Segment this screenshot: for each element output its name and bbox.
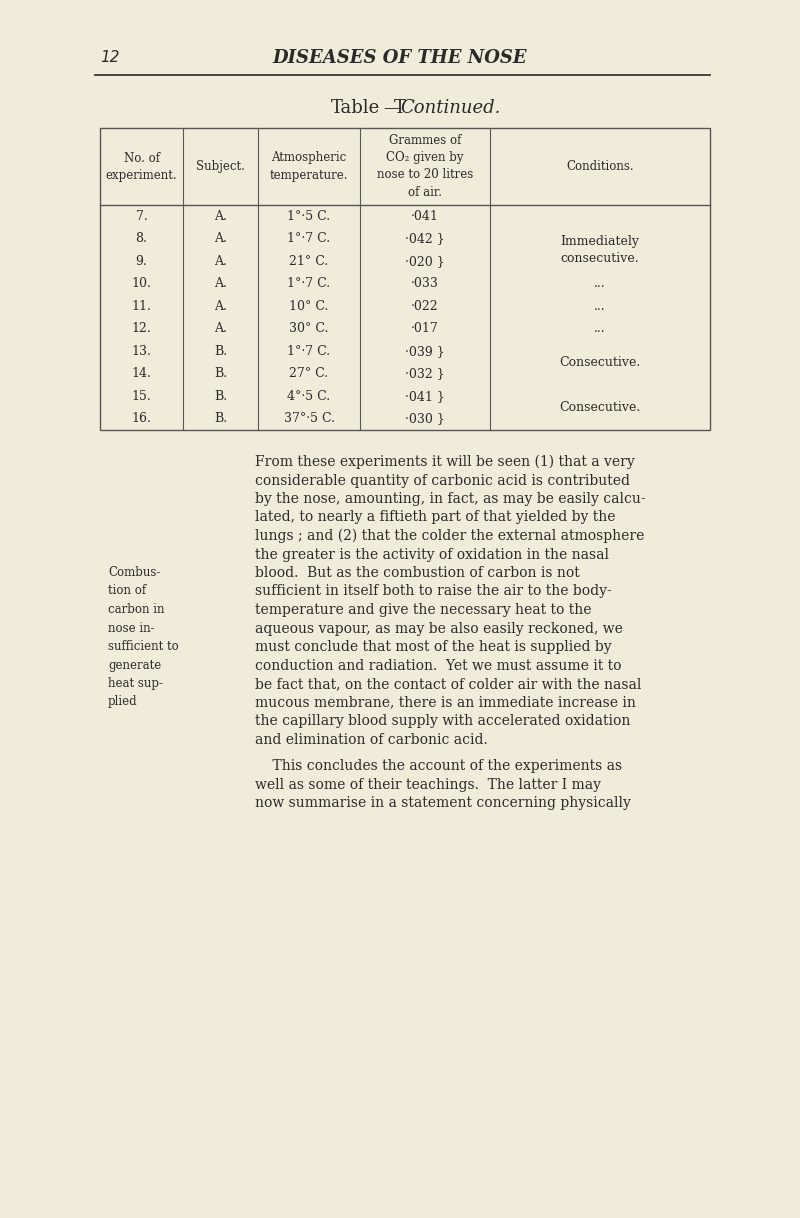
Text: 10.: 10. xyxy=(131,278,151,290)
Text: Conditions.: Conditions. xyxy=(566,160,634,173)
Text: Consecutive.: Consecutive. xyxy=(559,401,641,414)
Text: 12.: 12. xyxy=(132,323,151,335)
Text: ·039 }: ·039 } xyxy=(405,345,445,358)
Text: lated, to nearly a fiftieth part of that yielded by the: lated, to nearly a fiftieth part of that… xyxy=(255,510,615,525)
Text: A.: A. xyxy=(214,255,227,268)
Text: ·030 }: ·030 } xyxy=(405,412,445,425)
Text: 7.: 7. xyxy=(136,209,147,223)
Text: 15.: 15. xyxy=(132,390,151,403)
Text: now summarise in a statement concerning physically: now summarise in a statement concerning … xyxy=(255,797,631,810)
Text: 37°·5 C.: 37°·5 C. xyxy=(283,412,334,425)
Text: 21° C.: 21° C. xyxy=(290,255,329,268)
Text: —: — xyxy=(383,99,401,117)
Text: nose in-: nose in- xyxy=(108,621,154,635)
Text: ·022: ·022 xyxy=(411,300,439,313)
Text: ·032 }: ·032 } xyxy=(405,368,445,380)
Text: A.: A. xyxy=(214,233,227,245)
Text: ·033: ·033 xyxy=(411,278,439,290)
Text: B.: B. xyxy=(214,390,227,403)
Text: 8.: 8. xyxy=(135,233,147,245)
Text: B.: B. xyxy=(214,368,227,380)
Text: ·042 }: ·042 } xyxy=(405,233,445,245)
Text: B.: B. xyxy=(214,345,227,358)
Text: Continued.: Continued. xyxy=(400,99,500,117)
Text: Combus-: Combus- xyxy=(108,566,160,579)
Text: B.: B. xyxy=(214,412,227,425)
Text: A.: A. xyxy=(214,209,227,223)
Text: by the nose, amounting, in fact, as may be easily calcu-: by the nose, amounting, in fact, as may … xyxy=(255,492,646,505)
Text: tion of: tion of xyxy=(108,585,146,598)
Text: From these experiments it will be seen (1) that a very: From these experiments it will be seen (… xyxy=(255,456,634,469)
Text: the capillary blood supply with accelerated oxidation: the capillary blood supply with accelera… xyxy=(255,714,630,728)
Text: heat sup-: heat sup- xyxy=(108,677,163,691)
Text: 12: 12 xyxy=(100,50,119,66)
Text: 30° C.: 30° C. xyxy=(290,323,329,335)
Text: blood.  But as the combustion of carbon is not: blood. But as the combustion of carbon i… xyxy=(255,566,580,580)
Text: sufficient to: sufficient to xyxy=(108,639,178,653)
Text: be fact that, on the contact of colder air with the nasal: be fact that, on the contact of colder a… xyxy=(255,677,642,691)
Text: A.: A. xyxy=(214,323,227,335)
Text: 11.: 11. xyxy=(131,300,151,313)
Text: 14.: 14. xyxy=(131,368,151,380)
Text: carbon in: carbon in xyxy=(108,603,165,616)
Text: conduction and radiation.  Yet we must assume it to: conduction and radiation. Yet we must as… xyxy=(255,659,622,672)
Text: must conclude that most of the heat is supplied by: must conclude that most of the heat is s… xyxy=(255,639,612,654)
Text: 10° C.: 10° C. xyxy=(290,300,329,313)
Text: generate: generate xyxy=(108,659,162,671)
Text: ...: ... xyxy=(594,278,606,290)
Text: ·020 }: ·020 } xyxy=(405,255,445,268)
Text: and elimination of carbonic acid.: and elimination of carbonic acid. xyxy=(255,732,488,747)
Text: 1°·7 C.: 1°·7 C. xyxy=(287,233,330,245)
Text: ·041 }: ·041 } xyxy=(405,390,445,403)
Text: 9.: 9. xyxy=(136,255,147,268)
Text: temperature and give the necessary heat to the: temperature and give the necessary heat … xyxy=(255,603,591,618)
Text: ·041: ·041 xyxy=(411,209,439,223)
Text: ...: ... xyxy=(594,300,606,313)
Text: Subject.: Subject. xyxy=(196,160,245,173)
Text: Immediately
consecutive.: Immediately consecutive. xyxy=(561,235,639,266)
Text: sufficient in itself both to raise the air to the body-: sufficient in itself both to raise the a… xyxy=(255,585,612,598)
Text: This concludes the account of the experiments as: This concludes the account of the experi… xyxy=(255,759,622,773)
Text: plied: plied xyxy=(108,695,138,709)
Text: 27° C.: 27° C. xyxy=(290,368,329,380)
Text: Consecutive.: Consecutive. xyxy=(559,356,641,369)
Text: Atmospheric
temperature.: Atmospheric temperature. xyxy=(270,151,348,181)
Text: aqueous vapour, as may be also easily reckoned, we: aqueous vapour, as may be also easily re… xyxy=(255,621,623,636)
Text: Table: Table xyxy=(330,99,380,117)
Text: ...: ... xyxy=(594,323,606,335)
Text: A.: A. xyxy=(214,300,227,313)
Text: ·017: ·017 xyxy=(411,323,439,335)
Text: well as some of their teachings.  The latter I may: well as some of their teachings. The lat… xyxy=(255,777,601,792)
Text: mucous membrane, there is an immediate increase in: mucous membrane, there is an immediate i… xyxy=(255,695,636,710)
Text: 16.: 16. xyxy=(131,412,151,425)
Text: 1°·5 C.: 1°·5 C. xyxy=(287,209,330,223)
Text: Grammes of
CO₂ given by
nose to 20 litres
of air.: Grammes of CO₂ given by nose to 20 litre… xyxy=(377,134,473,199)
Text: 4°·5 C.: 4°·5 C. xyxy=(287,390,330,403)
Text: 1°·7 C.: 1°·7 C. xyxy=(287,345,330,358)
Text: A.: A. xyxy=(214,278,227,290)
Text: 1°·7 C.: 1°·7 C. xyxy=(287,278,330,290)
Text: T: T xyxy=(394,99,406,117)
Text: the greater is the activity of oxidation in the nasal: the greater is the activity of oxidation… xyxy=(255,548,609,561)
Bar xyxy=(100,128,710,430)
Text: No. of
experiment.: No. of experiment. xyxy=(106,151,178,181)
Text: lungs ; and (2) that the colder the external atmosphere: lungs ; and (2) that the colder the exte… xyxy=(255,529,644,543)
Text: 13.: 13. xyxy=(131,345,151,358)
Text: DISEASES OF THE NOSE: DISEASES OF THE NOSE xyxy=(273,49,527,67)
Text: considerable quantity of carbonic acid is contributed: considerable quantity of carbonic acid i… xyxy=(255,474,630,487)
